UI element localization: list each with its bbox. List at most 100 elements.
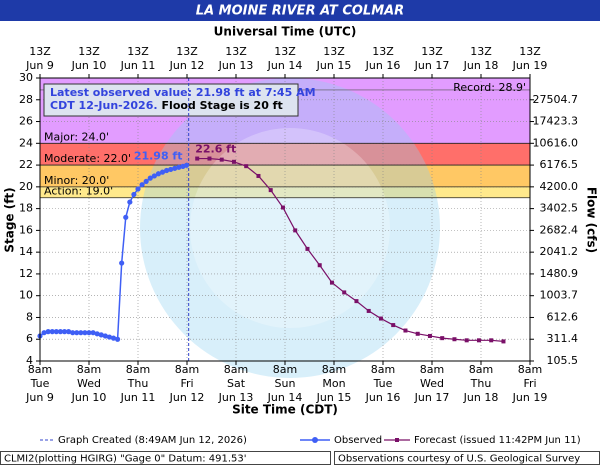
observed-point xyxy=(155,171,162,177)
x2-axis-label: Universal Time (UTC) xyxy=(214,25,357,39)
x-tick-label: Jun 16 xyxy=(365,391,401,404)
observed-point xyxy=(49,329,55,335)
footer-left: CLMI2(plotting HGIRG) "Gage 0" Datum: 49… xyxy=(4,454,247,465)
y2-tick-label: 1003.7 xyxy=(540,289,579,302)
x2-tick-label: Jun 19 xyxy=(512,59,548,72)
x2-tick-label: 13Z xyxy=(323,45,345,58)
watermark xyxy=(140,78,440,378)
forecast-point xyxy=(329,280,334,285)
x-axis-label: Site Time (CDT) xyxy=(232,403,338,417)
x2-tick-label: Jun 11 xyxy=(120,59,156,72)
x-tick-label: Jun 10 xyxy=(71,391,107,404)
forecast-point xyxy=(342,290,347,295)
info-flood-stage: Flood Stage is 20 ft xyxy=(162,99,283,112)
legend-observed-icon xyxy=(312,437,318,443)
y-tick-label: 6 xyxy=(26,332,33,345)
y-tick-label: 12 xyxy=(19,267,33,280)
observed-point xyxy=(70,330,76,336)
y-tick-label: 10 xyxy=(19,289,33,302)
flood-threshold-label: Minor: 20.0' xyxy=(44,174,109,187)
observed-point xyxy=(94,331,100,337)
x2-tick-label: 13Z xyxy=(78,45,100,58)
x2-tick-label: Jun 13 xyxy=(218,59,254,72)
forecast-point xyxy=(366,308,371,313)
x-tick-label: Sat xyxy=(227,377,246,390)
forecast-point xyxy=(231,159,236,164)
info-line: Latest observed value: 21.98 ft at 7:45 … xyxy=(50,86,316,99)
forecast-point xyxy=(354,299,359,304)
x2-tick-label: Jun 17 xyxy=(414,59,450,72)
observed-point xyxy=(123,214,129,220)
observed-point xyxy=(102,333,108,339)
x2-tick-label: 13Z xyxy=(176,45,198,58)
x2-tick-label: 13Z xyxy=(225,45,247,58)
observed-point xyxy=(82,330,88,336)
y2-tick-label: 4200.0 xyxy=(540,180,579,193)
observed-point xyxy=(53,329,59,335)
x-tick-label: Jun 19 xyxy=(512,391,548,404)
forecast-point xyxy=(501,339,506,344)
forecast-point xyxy=(476,338,481,343)
y-tick-label: 24 xyxy=(19,136,33,149)
x-tick-label: Jun 11 xyxy=(120,391,156,404)
x-tick-label: 8am xyxy=(28,363,52,376)
flood-threshold-label: Major: 24.0' xyxy=(44,130,109,143)
observed-point xyxy=(176,164,182,170)
plot-area: 4 6 8 10 12 14 16 18 20 22 24 26 28 30 105.5 311.4 612.6… xyxy=(19,45,578,404)
observed-point xyxy=(127,199,133,205)
x2-tick-label: Jun 18 xyxy=(463,59,499,72)
y-axis-label: Stage (ft) xyxy=(3,187,17,252)
y-tick-label: 20 xyxy=(19,180,33,193)
observed-point xyxy=(98,332,104,338)
flood-threshold-label: Moderate: 22.0' xyxy=(44,152,131,165)
y-tick-label: 8 xyxy=(26,310,33,323)
observed-point xyxy=(61,329,68,335)
observed-point xyxy=(86,330,92,336)
observed-point xyxy=(78,330,84,336)
forecast-point xyxy=(391,323,396,328)
y-tick-label: 4 xyxy=(26,354,33,367)
legend-created-label: Graph Created (8:49AM Jun 12, 2026) xyxy=(58,435,247,446)
x-tick-label: Wed xyxy=(420,377,444,390)
x-tick-label: Jun 15 xyxy=(316,391,352,404)
forecast-point xyxy=(440,336,445,341)
x-tick-label: Jun 18 xyxy=(463,391,499,404)
x2-tick-label: 13Z xyxy=(29,45,51,58)
x-tick-label: 8am xyxy=(77,363,101,376)
observed-point xyxy=(74,330,80,336)
observed-point xyxy=(139,182,145,188)
forecast-point xyxy=(403,328,408,333)
footer-right: Observations courtesy of U.S. Geological… xyxy=(338,454,580,465)
observed-point xyxy=(131,191,137,198)
y2-tick-label: 2682.4 xyxy=(540,223,579,236)
observed-point xyxy=(172,165,178,171)
observed-point xyxy=(45,329,51,335)
observed-point xyxy=(41,330,47,336)
x2-tick-label: 13Z xyxy=(519,45,541,58)
x2-tick-label: Jun 12 xyxy=(169,59,205,72)
x2-tick-label: 13Z xyxy=(127,45,149,58)
y2-tick-label: 2041.2 xyxy=(540,245,579,258)
x-tick-label: Fri xyxy=(523,377,536,390)
x2-tick-label: 13Z xyxy=(421,45,443,58)
x-tick-label: Mon xyxy=(322,377,345,390)
observed-point xyxy=(119,260,125,266)
observed-point xyxy=(147,175,153,181)
x-tick-label: Tue xyxy=(30,377,50,390)
watermark xyxy=(190,128,390,328)
x-tick-label: Jun 9 xyxy=(25,391,54,404)
y2-tick-label: 311.4 xyxy=(547,332,579,345)
x-tick-label: 8am xyxy=(371,363,395,376)
forecast-point xyxy=(489,338,494,343)
x-tick-label: Tue xyxy=(373,377,393,390)
x-tick-label: Sun xyxy=(275,377,296,390)
forecast-point xyxy=(427,333,432,338)
y2-tick-label: 6176.5 xyxy=(540,158,579,171)
x-tick-label: 8am xyxy=(518,363,542,376)
observed-point xyxy=(106,334,113,340)
y-tick-label: 18 xyxy=(19,202,33,215)
forecast-point xyxy=(293,228,298,233)
x2-tick-label: Jun 14 xyxy=(267,59,303,72)
y-tick-label: 28 xyxy=(19,93,33,106)
y2-tick-label: 1480.9 xyxy=(540,267,579,280)
